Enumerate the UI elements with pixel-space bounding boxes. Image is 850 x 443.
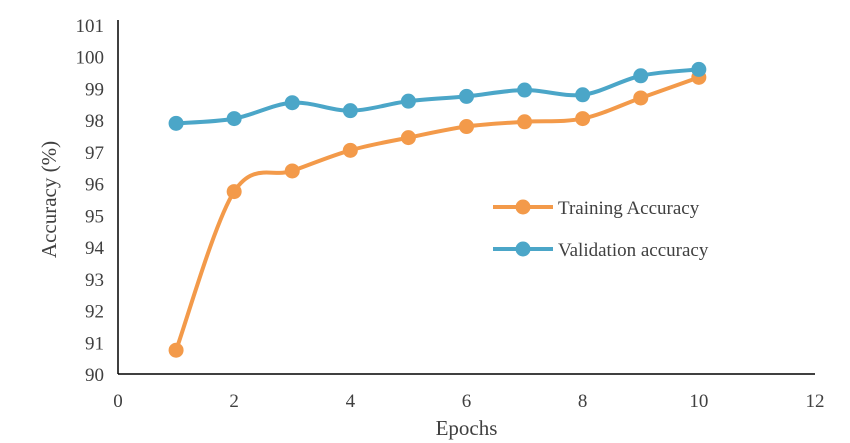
x-axis-title: Epochs: [436, 416, 498, 440]
x-tick-label: 10: [689, 391, 708, 412]
data-point: [284, 95, 300, 111]
data-point: [459, 119, 474, 135]
series-layer: [168, 61, 707, 358]
data-point: [168, 115, 184, 131]
series-line: [175, 67, 700, 126]
data-point: [459, 88, 474, 104]
y-tick-label: 98: [85, 111, 104, 132]
legend-item-training: Training Accuracy: [493, 198, 700, 219]
y-tick-labels: 90 91 92 93 94 95 96 97 98 99 100 101: [76, 16, 105, 386]
x-tick-label: 12: [806, 391, 825, 412]
y-tick-label: 91: [85, 333, 104, 354]
y-tick-label: 101: [76, 16, 105, 37]
legend-swatch-marker: [515, 241, 531, 257]
data-point: [168, 342, 184, 358]
data-point: [400, 130, 416, 146]
y-tick-label: 92: [85, 302, 104, 323]
data-point: [226, 184, 242, 200]
data-point: [226, 111, 242, 127]
x-tick-label: 0: [113, 391, 123, 412]
x-tick-label: 2: [229, 391, 239, 412]
x-tick-label: 8: [578, 391, 588, 412]
legend-label: Validation accuracy: [558, 240, 709, 261]
y-tick-label: 96: [85, 175, 104, 196]
legend: Training Accuracy Validation accuracy: [493, 198, 709, 261]
y-axis-title: Accuracy (%): [37, 141, 61, 258]
data-point: [575, 87, 591, 103]
data-point: [633, 68, 649, 84]
legend-label: Training Accuracy: [558, 198, 700, 219]
data-point: [517, 82, 533, 98]
data-point: [633, 90, 649, 106]
x-tick-label: 6: [462, 391, 472, 412]
y-tick-label: 100: [76, 48, 105, 69]
data-point: [575, 111, 591, 127]
series-validation: [168, 61, 707, 131]
y-tick-label: 97: [85, 143, 104, 164]
y-tick-label: 99: [85, 79, 104, 100]
data-point: [342, 103, 358, 119]
y-tick-label: 90: [85, 365, 104, 386]
x-tick-label: 4: [346, 391, 356, 412]
data-point: [342, 142, 358, 158]
series-training: [168, 69, 707, 358]
data-point: [517, 114, 533, 130]
data-point: [691, 61, 707, 77]
y-tick-label: 93: [85, 270, 104, 291]
y-tick-label: 94: [85, 238, 105, 259]
y-tick-label: 95: [85, 206, 104, 227]
x-tick-labels: 0 2 4 6 8 10 12: [113, 391, 824, 412]
axes: [117, 20, 815, 375]
legend-swatch-marker: [515, 199, 531, 215]
data-point: [284, 163, 300, 179]
legend-item-validation: Validation accuracy: [493, 240, 709, 261]
data-point: [400, 93, 416, 109]
